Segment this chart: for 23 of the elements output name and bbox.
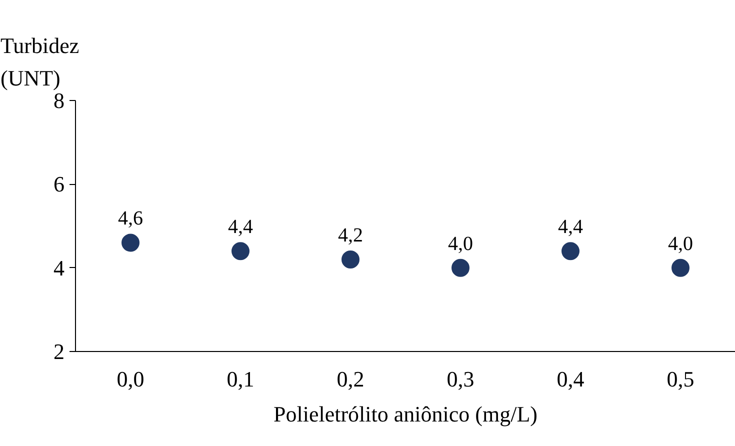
y-tick-label: 2 xyxy=(54,339,64,364)
x-axis-title: Polieletrólito aniônico (mg/L) xyxy=(274,402,538,426)
x-tick-label: 0,5 xyxy=(666,366,694,392)
x-tick-label: 0,3 xyxy=(446,366,474,392)
y-tick-label: 6 xyxy=(54,172,64,197)
data-label: 4,2 xyxy=(338,224,363,246)
y-axis-title: Turbidez (UNT) xyxy=(0,33,80,90)
point xyxy=(342,250,360,268)
data-label: 4,4 xyxy=(228,216,253,238)
x-tick-label: 0,1 xyxy=(226,366,254,392)
x-tick-label: 0,0 xyxy=(116,366,144,392)
data-label: 4,6 xyxy=(118,208,143,230)
data-label: 4,0 xyxy=(448,232,473,255)
y-tick-label: 4 xyxy=(54,255,64,280)
point xyxy=(232,242,250,260)
point xyxy=(122,234,140,252)
data-label: 4,4 xyxy=(558,216,583,238)
x-tick-label: 0,4 xyxy=(556,366,584,392)
x-tick-label: 0,2 xyxy=(336,366,364,392)
point xyxy=(672,258,690,277)
data-label: 4,0 xyxy=(668,232,693,255)
point xyxy=(562,242,580,260)
point xyxy=(452,258,470,277)
